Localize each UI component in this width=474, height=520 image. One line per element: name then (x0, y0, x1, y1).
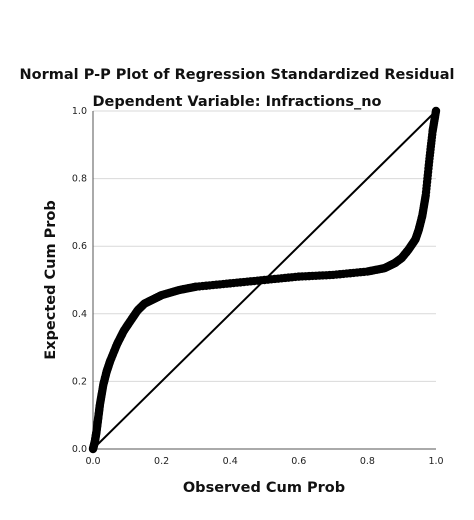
chart-title: Normal P-P Plot of Regression Standardiz… (20, 67, 455, 83)
chart-subtitle: Dependent Variable: Infractions_no (93, 94, 382, 110)
x-axis-title: Observed Cum Prob (183, 480, 345, 496)
x-tick-label-3: 0.6 (291, 456, 306, 467)
data-point (431, 106, 441, 116)
y-tick-label-5: 1.0 (72, 106, 87, 117)
x-tick-label-2: 0.4 (223, 456, 238, 467)
y-axis-title: Expected Cum Prob (43, 200, 59, 360)
y-tick-label-4: 0.8 (72, 174, 87, 185)
y-tick-label-3: 0.6 (72, 241, 87, 252)
x-tick-label-4: 0.8 (360, 456, 375, 467)
x-tick-label-5: 1.0 (428, 456, 443, 467)
tick-labels: 0.0 0.2 0.4 0.6 0.8 1.0 0.0 0.2 0.4 0.6 0.8 1.0 (72, 106, 444, 467)
y-tick-label-1: 0.2 (72, 376, 87, 387)
y-tick-label-2: 0.4 (72, 309, 87, 320)
axis-layer (92, 111, 436, 450)
observed-residual-points (88, 106, 441, 454)
grid-layer (93, 110, 436, 382)
x-tick-label-1: 0.2 (154, 456, 169, 467)
y-tick-label-0: 0.0 (72, 444, 87, 455)
x-tick-label-0: 0.0 (85, 456, 100, 467)
